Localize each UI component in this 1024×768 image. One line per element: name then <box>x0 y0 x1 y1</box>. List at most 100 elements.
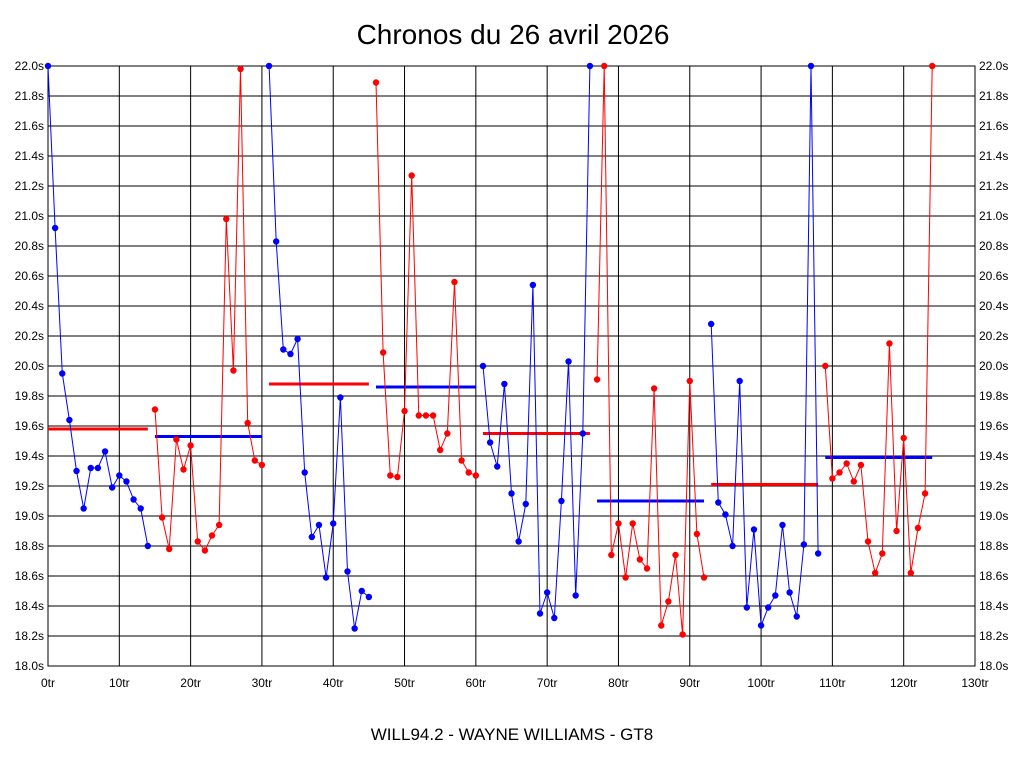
y-tick-label-right: 18.0s <box>979 659 1008 673</box>
lap-point <box>686 377 693 385</box>
lap-point <box>857 461 865 469</box>
y-tick-label-right: 18.8s <box>979 539 1008 553</box>
y-tick-label-right: 18.4s <box>979 599 1008 613</box>
lap-point <box>907 569 915 577</box>
lap-point <box>565 358 572 365</box>
lap-point <box>144 542 152 550</box>
y-tick-label-right: 21.2s <box>979 179 1008 193</box>
lap-point <box>743 604 751 611</box>
y-tick-label-left: 19.2s <box>15 479 44 493</box>
y-tick-label-right: 19.4s <box>979 449 1008 463</box>
y-tick-label-left: 22.0s <box>15 59 44 73</box>
lap-point <box>387 472 394 479</box>
x-tick-label: 130tr <box>961 676 988 690</box>
series-line <box>154 68 263 552</box>
lap-point <box>586 62 594 70</box>
y-tick-label-left: 19.4s <box>15 449 44 463</box>
x-tick-label: 40tr <box>323 676 344 690</box>
y-tick-label-left: 18.4s <box>15 599 44 613</box>
lap-point <box>750 526 758 533</box>
lap-point <box>59 370 66 377</box>
y-tick-label-right: 18.6s <box>979 569 1008 583</box>
x-tick-label: 100tr <box>747 676 774 690</box>
lap-point <box>765 604 772 611</box>
lap-point <box>501 380 508 388</box>
lap-point <box>900 434 907 442</box>
lap-point <box>914 524 922 532</box>
y-tick-label-right: 22.0s <box>979 59 1008 73</box>
lap-point <box>344 568 351 575</box>
plot-border <box>47 65 976 667</box>
x-tick-label: 90tr <box>679 676 700 690</box>
lap-point <box>458 457 465 464</box>
lap-point <box>843 460 850 467</box>
y-tick-label-left: 20.0s <box>15 359 44 373</box>
lap-point <box>558 497 565 505</box>
y-tick-label-right: 19.0s <box>979 509 1008 523</box>
x-tick-label: 70tr <box>537 676 558 690</box>
lap-point <box>194 538 201 545</box>
lap-point <box>465 469 472 476</box>
y-tick-label-right: 20.4s <box>979 299 1008 313</box>
x-axis-label: WILL94.2 - WAYNE WILLIAMS - GT8 <box>371 725 653 744</box>
lap-point <box>636 556 644 563</box>
x-tick-label: 0tr <box>41 676 55 690</box>
lap-point <box>415 412 422 419</box>
y-tick-label-left: 19.0s <box>15 509 44 523</box>
stint-averages <box>48 382 933 503</box>
lap-point <box>66 416 73 424</box>
y-tick-label-left: 18.6s <box>15 569 44 583</box>
lap-point <box>679 631 686 638</box>
lap-point <box>322 574 330 581</box>
lap-point <box>422 412 430 419</box>
lap-point <box>593 376 601 383</box>
y-tick-label-left: 20.4s <box>15 299 44 313</box>
lap-point <box>372 79 380 86</box>
y-tick-label-left: 21.8s <box>15 89 44 103</box>
lap-point <box>658 622 665 629</box>
lap-point <box>836 469 843 476</box>
y-tick-label-right: 20.0s <box>979 359 1008 373</box>
lap-point <box>280 346 287 353</box>
lap-point <box>700 574 708 581</box>
y-tick-label-left: 19.8s <box>15 389 44 403</box>
lap-point <box>151 406 159 413</box>
y-tick-label-right: 21.6s <box>979 119 1008 133</box>
series-line <box>710 65 819 626</box>
y-tick-label-left: 20.2s <box>15 329 44 343</box>
lap-point <box>51 224 59 232</box>
y-tick-label-left: 21.2s <box>15 179 44 193</box>
y-tick-label-left: 21.6s <box>15 119 44 133</box>
series-line <box>482 65 591 619</box>
lap-point <box>137 505 144 512</box>
lap-point <box>850 478 857 485</box>
lap-point <box>786 589 793 596</box>
lap-point <box>158 514 166 521</box>
y-tick-label-right: 20.6s <box>979 269 1008 283</box>
lap-point <box>472 472 480 479</box>
lap-point <box>736 377 743 385</box>
y-tick-label-right: 21.8s <box>979 89 1008 103</box>
lap-point <box>772 592 779 599</box>
x-tick-label: 120tr <box>890 676 917 690</box>
y-tick-label-right: 19.8s <box>979 389 1008 403</box>
y-tick-label-left: 20.6s <box>15 269 44 283</box>
lap-point <box>650 385 658 392</box>
y-tick-label-left: 21.0s <box>15 209 44 223</box>
x-tick-label: 30tr <box>252 676 273 690</box>
lap-point <box>315 521 323 529</box>
lap-point <box>330 520 337 527</box>
lap-point <box>258 461 266 469</box>
y-tick-label-left: 20.8s <box>15 239 44 253</box>
lap-point <box>187 442 194 449</box>
lap-point <box>715 499 722 506</box>
lap-point <box>94 464 102 472</box>
lap-point <box>237 65 244 73</box>
lap-point <box>615 520 622 527</box>
lap-point <box>101 448 109 455</box>
lap-point <box>180 466 187 473</box>
lap-point <box>643 565 651 572</box>
x-tick-label: 10tr <box>109 676 130 690</box>
x-tick-label: 20tr <box>180 676 201 690</box>
